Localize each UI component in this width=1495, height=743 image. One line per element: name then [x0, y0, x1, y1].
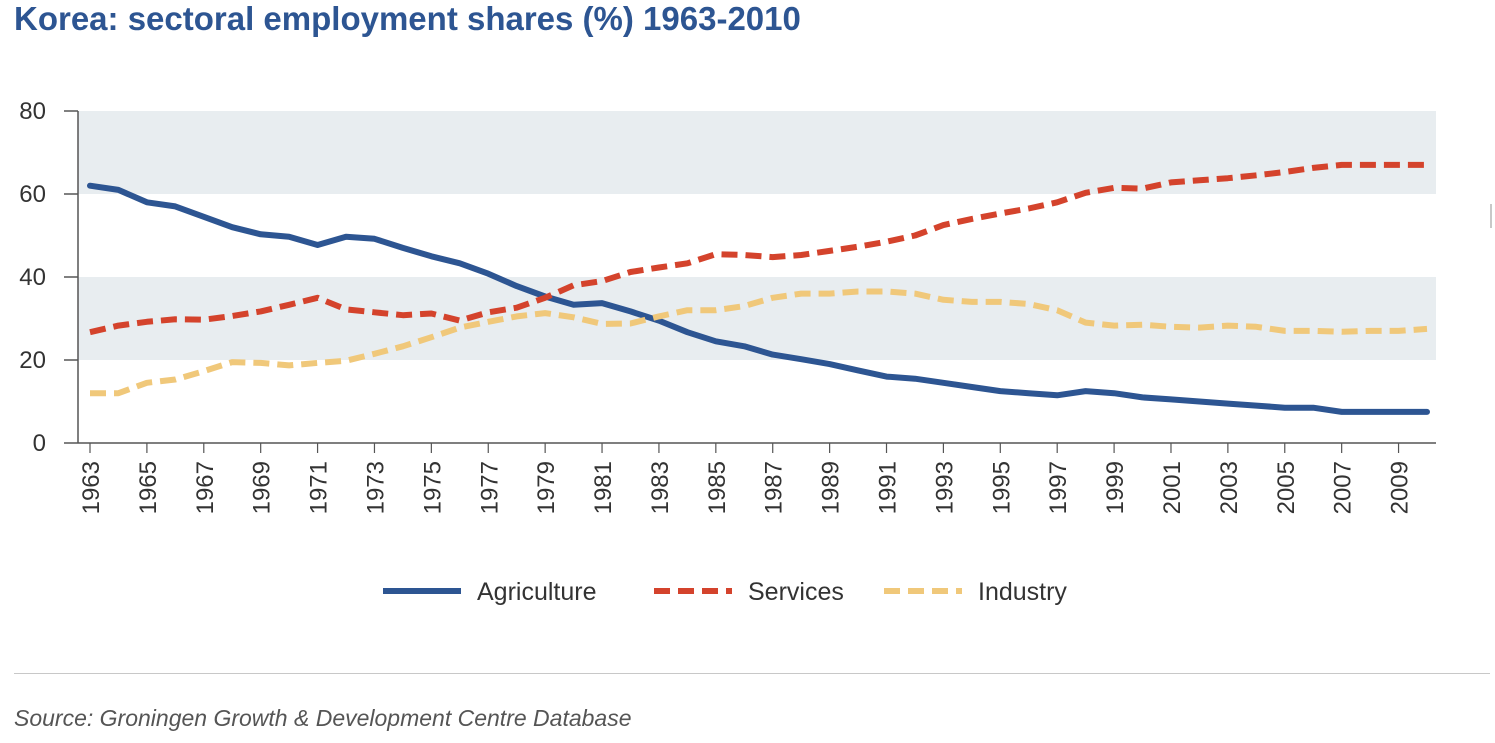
series-line-industry [90, 288, 1428, 397]
x-tick-label: 1967 [192, 461, 219, 514]
series-line-agriculture [87, 182, 1430, 415]
grid-bands [78, 111, 1436, 360]
grid-band [78, 277, 1436, 360]
y-tick-label: 40 [19, 264, 46, 291]
x-tick-label: 1987 [761, 461, 788, 514]
x-tick-label: 1995 [988, 461, 1015, 514]
legend-label-services: Services [748, 578, 844, 606]
x-tick-label: 1981 [590, 461, 617, 514]
x-tick-label: 2001 [1159, 461, 1186, 514]
x-tick-label: 1963 [78, 461, 105, 514]
series-lines [87, 161, 1430, 415]
legend: Agriculture Services Industry [383, 578, 1067, 606]
x-tick-label: 2007 [1330, 461, 1357, 514]
x-tick-label: 1965 [135, 461, 162, 514]
series-line-services [89, 161, 1427, 336]
x-tick-label: 1999 [1102, 461, 1129, 514]
source-note: Source: Groningen Growth & Development C… [14, 705, 632, 731]
x-tick-label: 2003 [1216, 461, 1243, 514]
x-tick-label: 1971 [306, 461, 333, 514]
page-edge-mark [1490, 204, 1492, 228]
y-tick-label: 20 [19, 347, 46, 374]
x-tick-label: 1975 [419, 461, 446, 514]
x-tick-label: 1979 [533, 461, 560, 514]
legend-label-industry: Industry [978, 578, 1067, 606]
x-tick-label: 1997 [1045, 461, 1072, 514]
legend-label-agriculture: Agriculture [477, 578, 597, 606]
x-tick-label: 1983 [647, 461, 674, 514]
x-tick-label: 1993 [931, 461, 958, 514]
y-axis-ticks: 0 20 40 60 80 [19, 98, 78, 457]
x-axis-ticks: 1963 1965 1967 1969 1971 1973 1975 1977 1979 1981… [78, 443, 1414, 514]
chart-title: Korea: sectoral employment shares (%) 19… [14, 0, 801, 37]
footer-divider [14, 673, 1490, 674]
x-tick-label: 2005 [1273, 461, 1300, 514]
x-tick-label: 1989 [818, 461, 845, 514]
x-tick-label: 1977 [476, 461, 503, 514]
x-tick-label: 1985 [704, 461, 731, 514]
x-tick-label: 2009 [1387, 461, 1414, 514]
grid-band [78, 111, 1436, 194]
x-tick-label: 1991 [875, 461, 902, 514]
x-tick-label: 1973 [362, 461, 389, 514]
y-tick-label: 0 [33, 430, 46, 457]
y-tick-label: 80 [19, 98, 46, 125]
x-tick-label: 1969 [249, 461, 276, 514]
y-tick-label: 60 [19, 181, 46, 208]
